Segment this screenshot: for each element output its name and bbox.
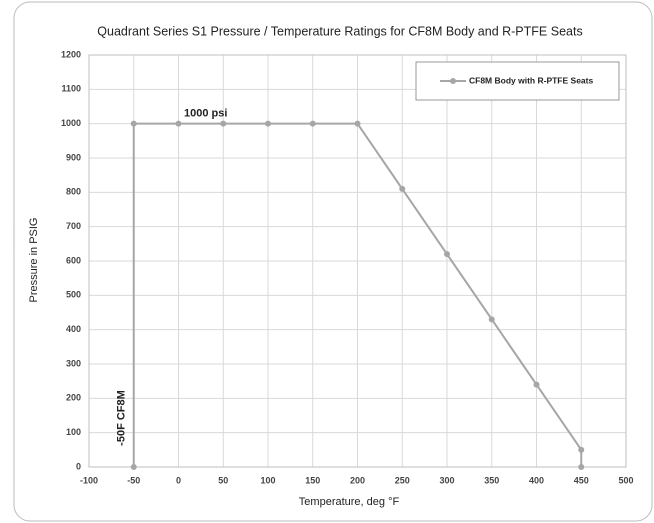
data-point (533, 381, 540, 388)
y-tick-label: 0 (76, 461, 81, 471)
x-tick-label: 0 (176, 475, 181, 485)
legend-marker (450, 78, 456, 84)
x-tick-label: 450 (574, 475, 589, 485)
x-tick-label: 250 (395, 475, 410, 485)
data-point (488, 316, 495, 323)
y-tick-label: 900 (66, 152, 81, 162)
data-point (130, 464, 137, 470)
y-tick-label: 1100 (61, 84, 81, 94)
y-tick-label: 700 (66, 221, 81, 231)
legend-label: CF8M Body with R-PTFE Seats (469, 75, 593, 85)
x-tick-label: 400 (529, 475, 544, 485)
annotation: -50F CF8M (116, 390, 128, 446)
x-tick-label: -50 (127, 475, 140, 485)
x-tick-label: 150 (305, 475, 320, 485)
data-point (265, 120, 271, 127)
y-tick-label: 600 (66, 255, 81, 265)
y-tick-label: 400 (66, 324, 81, 334)
data-point (175, 120, 182, 127)
x-tick-label: 200 (350, 475, 365, 485)
data-point (309, 120, 316, 127)
data-point (578, 446, 585, 453)
y-tick-label: 1000 (61, 118, 81, 128)
y-tick-label: 800 (66, 187, 81, 197)
data-point (578, 464, 585, 470)
x-tick-label: 100 (260, 475, 275, 485)
x-tick-label: 350 (484, 475, 499, 485)
y-tick-label: 200 (66, 393, 81, 403)
y-tick-label: 300 (66, 358, 81, 368)
data-point (130, 120, 137, 127)
plot-border (88, 54, 627, 468)
x-axis-label: Temperature, deg °F (299, 496, 400, 508)
x-tick-label: 50 (218, 475, 228, 485)
y-tick-label: 100 (66, 427, 81, 437)
data-point (399, 185, 406, 192)
y-tick-label: 500 (66, 290, 81, 300)
chart-title: Quadrant Series S1 Pressure / Temperatur… (97, 24, 582, 38)
annotation: 1000 psi (184, 108, 227, 120)
y-axis-label: Pressure in PSIG (28, 218, 40, 303)
data-point (444, 251, 450, 258)
data-point (354, 120, 361, 127)
y-tick-label: 1200 (61, 49, 81, 59)
x-tick-label: 500 (618, 475, 633, 485)
x-tick-label: -100 (80, 475, 98, 485)
data-point (220, 120, 227, 127)
x-tick-label: 300 (439, 475, 454, 485)
